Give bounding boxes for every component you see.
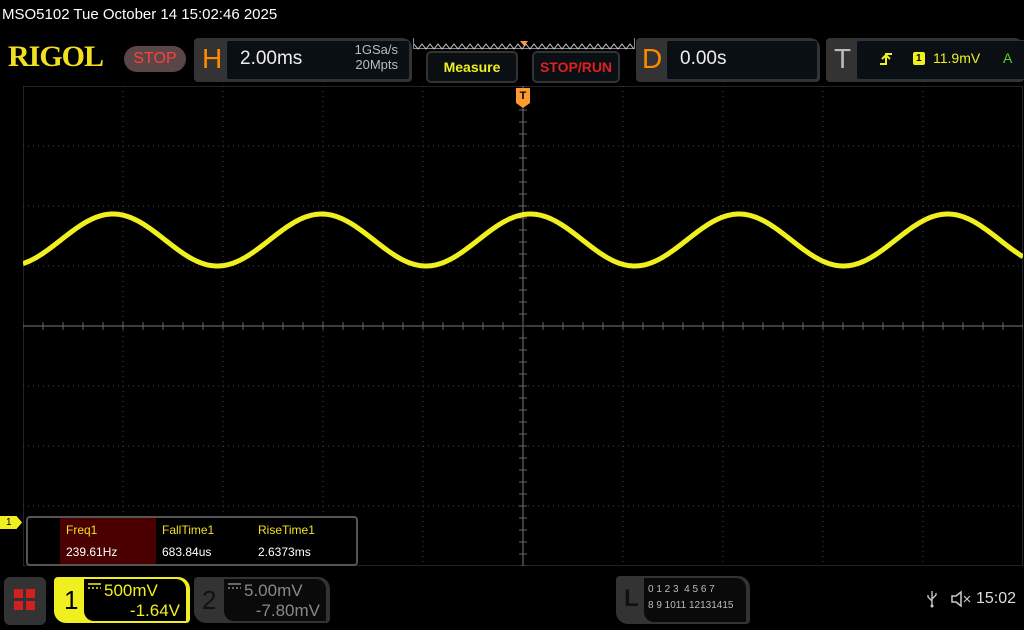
mute-icon[interactable] — [950, 590, 972, 608]
channel1-offset-marker[interactable]: 1 — [0, 516, 22, 529]
waveform-display[interactable] — [23, 86, 1023, 566]
memory-depth: 20Mpts — [355, 57, 398, 72]
measurement-freq[interactable]: Freq1 239.61Hz — [60, 518, 156, 564]
delay-inner — [666, 40, 818, 80]
measurement-label: Freq1 — [66, 523, 98, 537]
stop-run-button[interactable]: STOP/RUN — [532, 51, 620, 83]
main-menu-button[interactable] — [4, 577, 46, 625]
channel1-scale: 500mV — [104, 581, 158, 600]
channel2-panel[interactable]: 2 5.00mV -7.80mV — [194, 577, 330, 623]
measurement-value: 2.6373ms — [258, 545, 311, 559]
logic-channels-row2: 8 9 1011 12131415 — [648, 600, 734, 611]
measurement-risetime[interactable]: RiseTime1 2.6373ms — [252, 518, 348, 564]
trigger-inner: 1 11.9mV A — [856, 40, 1024, 80]
rising-edge-icon — [880, 53, 892, 65]
trigger-position-marker[interactable]: T — [516, 88, 530, 108]
usb-icon — [927, 591, 937, 608]
measurement-label: FallTime1 — [162, 523, 215, 537]
logic-letter: L — [624, 585, 639, 612]
horizontal-inner — [226, 40, 410, 80]
channel2-number: 2 — [202, 585, 217, 615]
timebase-value: 2.00ms — [240, 48, 303, 69]
logic-panel[interactable]: L 0 1 2 3 4 5 6 7 8 9 1011 12131415 — [616, 576, 750, 624]
clock-time: 15:02 — [976, 590, 1017, 607]
horizontal-letter: H — [202, 43, 223, 74]
channel2-scale: 5.00mV — [244, 581, 303, 600]
run-state-badge[interactable]: STOP — [124, 46, 186, 72]
trigger-mode: A — [1003, 50, 1013, 66]
grid-menu-icon — [14, 589, 35, 610]
measure-button[interactable]: Measure — [426, 51, 518, 83]
rigol-logo: RIGOL — [8, 40, 104, 73]
channel1-panel[interactable]: 1 500mV -1.64V — [54, 577, 190, 623]
trigger-level: 11.9mV — [933, 50, 981, 66]
measurement-panel: Freq1 239.61Hz FallTime1 683.84us RiseTime… — [26, 516, 358, 566]
delay-letter: D — [642, 43, 663, 74]
channel2-offset: -7.80mV — [255, 601, 320, 620]
delay-value: 0.00s — [680, 48, 727, 69]
sample-info: 1GSa/s 20Mpts — [330, 42, 398, 72]
measurement-value: 239.61Hz — [66, 545, 118, 559]
dc-coupling-icon — [228, 583, 241, 589]
dc-coupling-icon — [88, 583, 101, 589]
measurement-value: 683.84us — [162, 545, 212, 559]
logic-channels-row1: 0 1 2 3 4 5 6 7 — [648, 584, 715, 595]
channel1-offset: -1.64V — [129, 601, 180, 620]
window-title: MSO5102 Tue October 14 15:02:46 2025 — [2, 6, 278, 23]
overview-waveform-icon — [413, 41, 635, 50]
trigger-letter: T — [834, 43, 852, 74]
sample-rate: 1GSa/s — [354, 42, 398, 57]
channel1-number: 1 — [64, 585, 79, 615]
memory-overview-strip — [413, 38, 635, 50]
measurement-falltime[interactable]: FallTime1 683.84us — [156, 518, 252, 564]
channel1-waveform — [23, 211, 1023, 269]
measurement-label: RiseTime1 — [258, 523, 315, 537]
trigger-source-badge: 1 — [913, 52, 925, 65]
